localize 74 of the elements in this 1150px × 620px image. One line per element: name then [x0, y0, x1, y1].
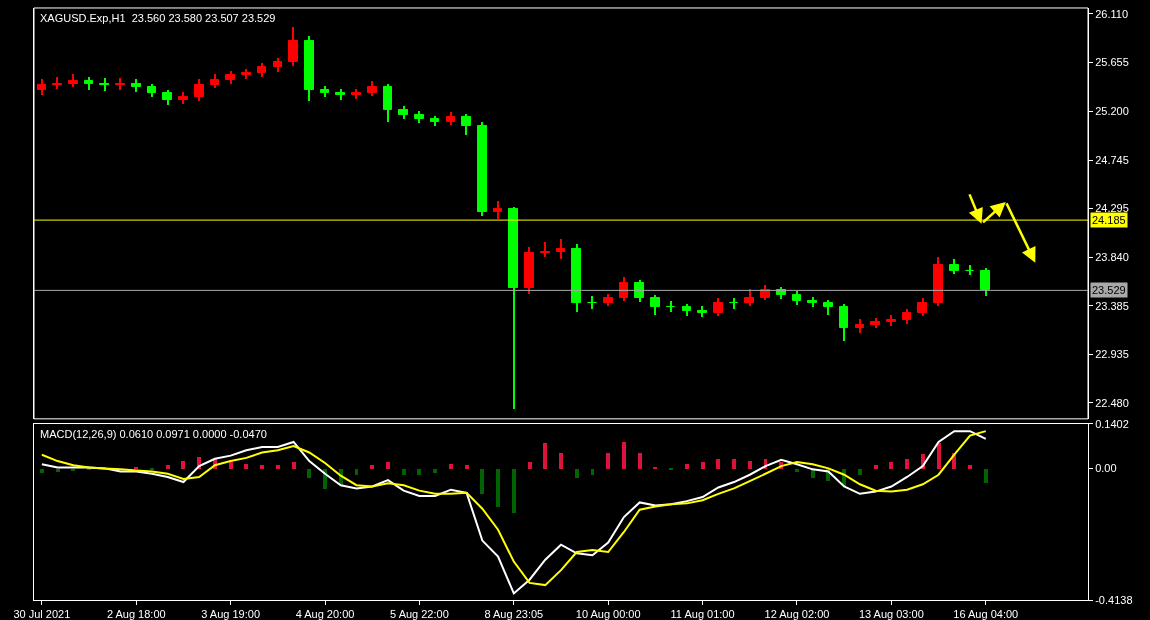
bar: [480, 468, 484, 494]
bar: [307, 468, 311, 478]
bar: [638, 452, 642, 469]
bar: [858, 468, 862, 475]
bar: [795, 468, 799, 472]
bar: [732, 458, 736, 469]
bar: [575, 468, 579, 478]
y-tick-label: 22.935: [1095, 347, 1129, 360]
y-tick-label: 24.295: [1095, 202, 1129, 215]
bar: [669, 467, 673, 470]
bar: [606, 452, 610, 469]
x-tick-label: 16 Aug 04:00: [953, 608, 1019, 620]
bar: [417, 468, 421, 475]
bar: [984, 468, 988, 483]
bar: [166, 464, 170, 469]
y-tick-label: 23.385: [1095, 299, 1129, 312]
bar: [150, 467, 154, 470]
bar: [559, 452, 563, 469]
bar: [40, 468, 44, 473]
x-tick-label: 2 Aug 18:00: [106, 608, 166, 620]
bar: [370, 464, 374, 469]
bar: [874, 464, 878, 469]
bar: [701, 461, 705, 469]
bar: [543, 442, 547, 469]
y-tick-label: 25.200: [1095, 105, 1129, 118]
bar: [889, 461, 893, 469]
bar: [528, 461, 532, 469]
x-tick-label: 13 Aug 03:00: [858, 608, 924, 620]
bar: [229, 461, 233, 469]
bar: [276, 464, 280, 469]
bar: [465, 464, 469, 469]
x-tick-label: 12 Aug 02:00: [764, 608, 830, 620]
chart-title: XAGUSD.Exp,H1 23.560 23.580 23.507 23.529: [40, 12, 276, 24]
ref-line-label: 23.529: [1092, 284, 1126, 296]
y-tick-label: 0.00: [1095, 462, 1117, 475]
x-tick-label: 4 Aug 20:00: [295, 608, 355, 620]
bar: [496, 468, 500, 507]
x-tick-label: 11 Aug 01:00: [670, 608, 735, 620]
chart-title: MACD(12,26,9) 0.0610 0.0971 0.0000 -0.0470: [40, 428, 267, 440]
bar: [260, 464, 264, 469]
x-tick-label: 10 Aug 00:00: [575, 608, 641, 620]
bar: [716, 458, 720, 469]
bar: [937, 442, 941, 469]
bar: [622, 441, 626, 469]
bar: [449, 463, 453, 469]
ref-line-label: 24.185: [1092, 214, 1126, 226]
y-tick-label: 22.480: [1095, 396, 1129, 409]
x-tick-label: 3 Aug 19:00: [201, 608, 261, 620]
bar: [244, 463, 248, 469]
bar: [402, 468, 406, 475]
y-tick-label: 23.840: [1095, 250, 1129, 263]
bar: [968, 464, 972, 469]
y-tick-label: -0.4138: [1095, 593, 1133, 606]
bar: [653, 466, 657, 469]
bar: [905, 458, 909, 469]
bar: [512, 468, 516, 513]
bar: [181, 460, 185, 469]
y-tick-label: 24.745: [1095, 153, 1129, 166]
x-tick-label: 5 Aug 22:00: [390, 608, 449, 620]
bar: [386, 461, 390, 469]
y-tick-label: 25.655: [1095, 56, 1129, 69]
bar: [355, 468, 358, 475]
bar: [748, 460, 752, 469]
x-tick-label: 8 Aug 23:05: [484, 608, 544, 620]
bar: [292, 461, 296, 469]
bar: [56, 468, 60, 472]
bar: [433, 468, 437, 473]
y-tick-label: 0.1402: [1095, 417, 1129, 430]
x-tick-label: 30 Jul 2021: [13, 608, 71, 620]
bar: [71, 468, 75, 471]
bar: [134, 466, 138, 469]
bar: [685, 463, 689, 469]
bar: [591, 468, 594, 475]
y-tick-label: 26.110: [1095, 7, 1129, 20]
